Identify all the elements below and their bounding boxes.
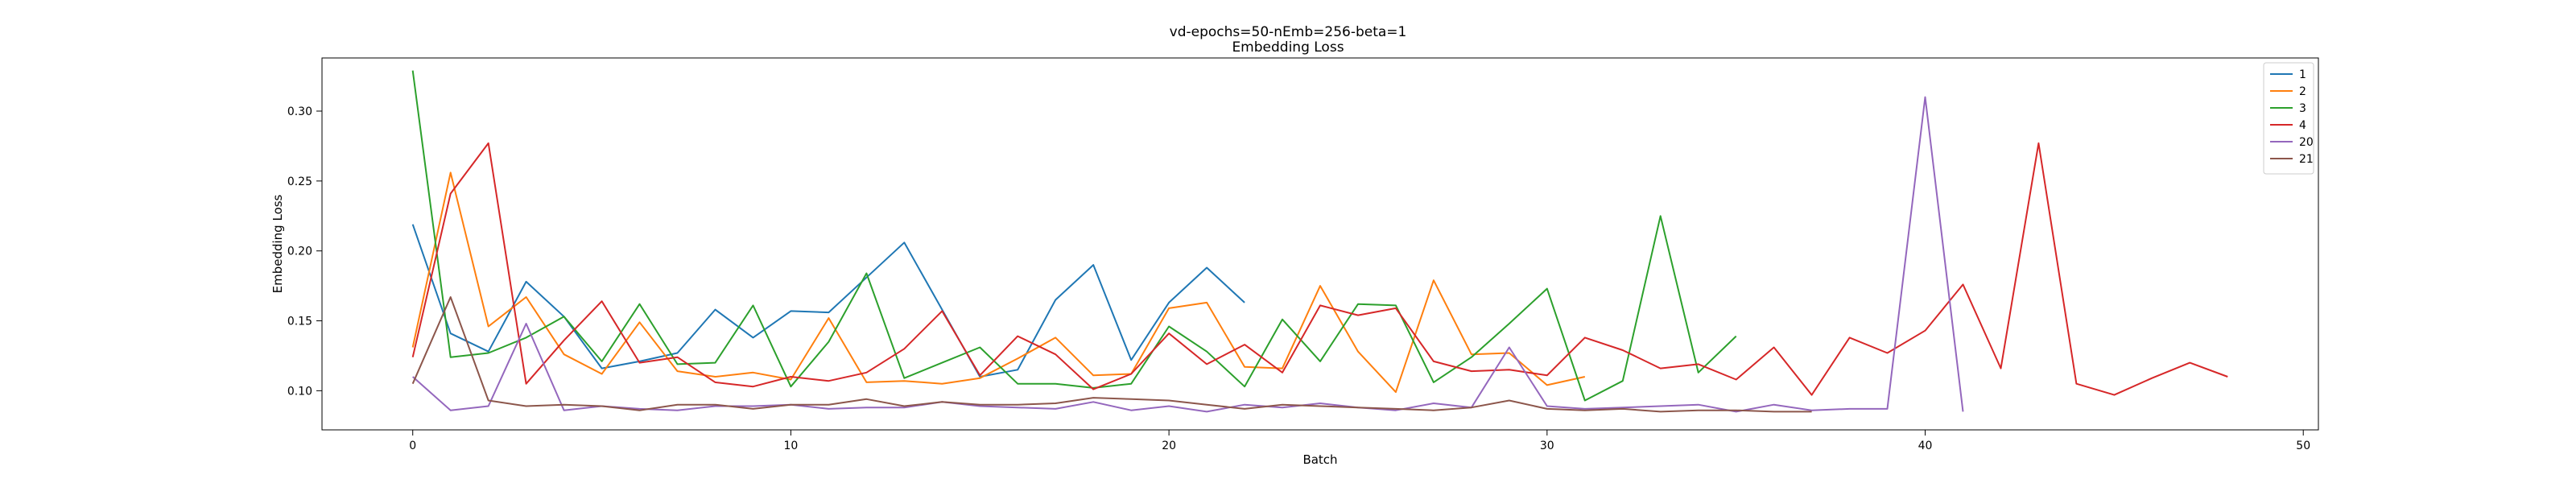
legend-label-20: 20 xyxy=(2299,136,2314,149)
legend-label-3: 3 xyxy=(2299,102,2306,115)
x-tick-label: 10 xyxy=(784,440,799,452)
series-lines xyxy=(411,70,2228,413)
x-tick-label: 0 xyxy=(409,440,416,452)
y-tick-label: 0.10 xyxy=(287,385,312,398)
legend-label-4: 4 xyxy=(2299,119,2306,132)
chart-subtitle: Embedding Loss xyxy=(1232,39,1344,56)
x-tick-label: 30 xyxy=(1540,440,1554,452)
x-axis-label: Batch xyxy=(1302,452,1337,467)
series-line-1 xyxy=(411,224,1245,378)
legend-label-21: 21 xyxy=(2299,153,2314,166)
legend-label-2: 2 xyxy=(2299,85,2306,98)
y-tick-label: 0.30 xyxy=(287,105,312,118)
series-line-2 xyxy=(411,171,1586,394)
x-tick-label: 50 xyxy=(2296,440,2310,452)
series-line-3 xyxy=(411,70,1737,402)
x-tick-label: 20 xyxy=(1162,440,1176,452)
series-line-20 xyxy=(412,96,1964,413)
y-axis: 0.10 0.15 0.20 0.25 0.30 xyxy=(287,105,322,398)
series-line-21 xyxy=(411,296,1812,413)
chart-title: vd-epochs=50-nEmb=256-beta=1 xyxy=(1170,24,1407,40)
y-tick-label: 0.20 xyxy=(287,246,312,258)
y-axis-label: Embedding Loss xyxy=(270,194,285,293)
legend: 1 2 3 4 20 21 xyxy=(2263,62,2314,175)
x-tick-label: 40 xyxy=(1918,440,1933,452)
y-tick-label: 0.25 xyxy=(287,175,312,188)
legend-label-1: 1 xyxy=(2299,68,2306,81)
x-axis: 0 10 20 30 40 50 xyxy=(409,430,2310,452)
plot-area-frame xyxy=(321,57,2319,431)
series-line-4 xyxy=(411,142,2228,396)
y-tick-label: 0.15 xyxy=(287,316,312,328)
